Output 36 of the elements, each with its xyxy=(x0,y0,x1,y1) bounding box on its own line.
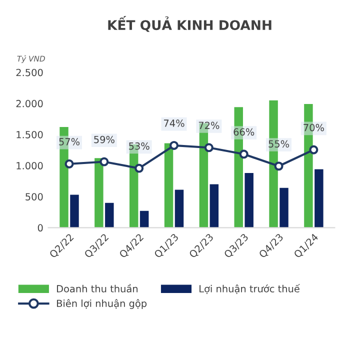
legend-label: Doanh thu thuần xyxy=(57,284,138,292)
bar xyxy=(314,169,324,228)
y-tick-label: 2.500 xyxy=(16,68,43,76)
data-label: 66% xyxy=(234,128,254,136)
bar xyxy=(140,210,149,228)
y-tick-label: 0 xyxy=(38,224,43,232)
bar xyxy=(164,143,174,228)
point xyxy=(309,145,318,154)
data-label: 59% xyxy=(94,136,114,144)
point xyxy=(100,157,109,166)
y-tick-label: 1.500 xyxy=(16,130,43,138)
chart-title: KẾT QUẢ KINH DOANH xyxy=(108,16,272,32)
bar xyxy=(210,184,219,228)
point xyxy=(170,140,179,150)
bar xyxy=(70,194,79,228)
legend-label: Lợi nhuận trước thuế xyxy=(200,284,300,294)
legend-label: Biên lợi nhuận gộp xyxy=(57,299,147,309)
data-label: 70% xyxy=(304,124,324,132)
bar xyxy=(280,188,288,228)
data-label: 55% xyxy=(268,140,290,148)
data-label: 72% xyxy=(198,122,220,130)
point xyxy=(204,143,214,152)
bar xyxy=(174,190,184,228)
bar xyxy=(105,202,114,228)
point xyxy=(134,164,144,173)
point xyxy=(239,150,248,159)
point xyxy=(274,162,284,171)
y-tick-label: 500 xyxy=(26,193,43,200)
y-tick-label: 2.000 xyxy=(16,100,43,108)
point xyxy=(64,159,74,168)
bar xyxy=(244,173,254,228)
data-label: 74% xyxy=(164,120,184,127)
data-label: 53% xyxy=(129,142,150,150)
data-label: 57% xyxy=(59,138,80,146)
y-tick-label: 1.000 xyxy=(16,162,43,170)
bar xyxy=(94,158,104,228)
